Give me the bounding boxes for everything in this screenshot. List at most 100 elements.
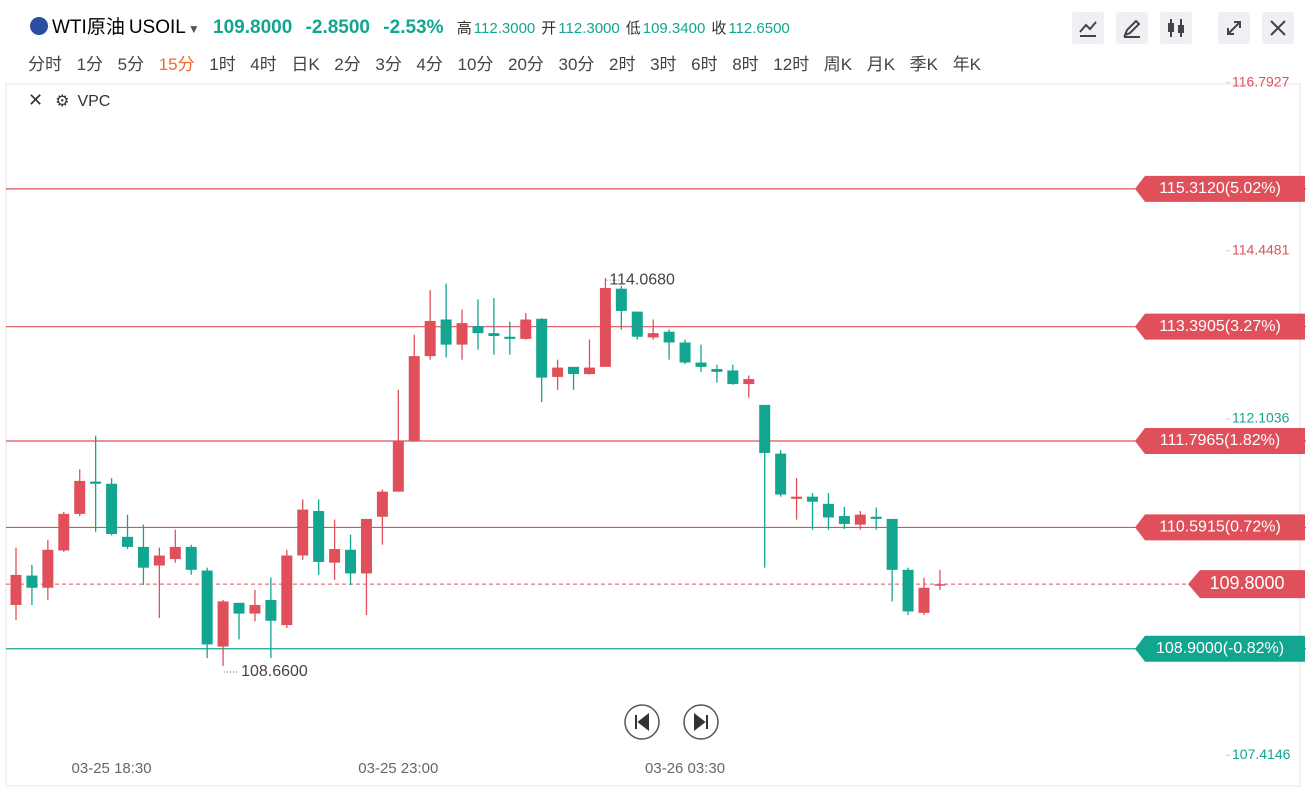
- fullscreen[interactable]: [1218, 12, 1250, 44]
- candle-body: [711, 369, 723, 372]
- dropdown-icon[interactable]: ▼: [187, 22, 200, 36]
- timeframe[interactable]: 月K: [866, 55, 896, 74]
- timeframe[interactable]: 年K: [952, 55, 981, 74]
- candle-body: [807, 496, 818, 502]
- timeframe[interactable]: 1分: [76, 55, 104, 74]
- candle-body: [679, 342, 691, 363]
- candle-body: [870, 516, 882, 519]
- candle-body: [695, 362, 707, 367]
- stat-value: 112.6500: [728, 20, 790, 37]
- candle-body: [743, 379, 755, 385]
- candle-body: [265, 599, 277, 621]
- stat-value: 112.3000: [473, 20, 536, 37]
- header: WTI原油 USOIL ▼ 109.8000 -2.8500 -2.53% 高 112…: [0, 0, 1306, 110]
- candle-body: [599, 287, 611, 367]
- draw-tool[interactable]: [1116, 12, 1148, 44]
- timeframe[interactable]: 30分: [558, 55, 595, 74]
- candle-body: [536, 318, 548, 378]
- timeframe[interactable]: 1时: [209, 55, 236, 74]
- timeframe[interactable]: 2时: [609, 55, 636, 74]
- x-tick-label: 03-26 03:30: [645, 760, 725, 777]
- x-tick-label: 03-25 18:30: [72, 760, 152, 777]
- x-tick-label: 03-25 23:00: [358, 760, 438, 777]
- timeframe[interactable]: 周K: [823, 55, 853, 74]
- candle-body: [488, 333, 500, 337]
- icon: [1168, 19, 1184, 37]
- close-indicator[interactable]: ✕: [28, 90, 44, 110]
- candle-body: [408, 356, 420, 441]
- change: -2.8500: [305, 17, 371, 38]
- candle-body: [886, 518, 898, 570]
- candle-body: [376, 491, 388, 517]
- candle-body: [934, 584, 946, 586]
- timeframe[interactable]: 6时: [691, 55, 718, 74]
- candle-body: [122, 536, 134, 547]
- candle-body: [42, 549, 54, 588]
- candle-body: [775, 453, 787, 495]
- timeframe[interactable]: 20分: [508, 55, 544, 74]
- stat-label: 低: [625, 20, 641, 37]
- candle-body: [90, 481, 102, 484]
- candle-body: [233, 602, 245, 614]
- timeframe[interactable]: 5分: [117, 55, 145, 74]
- candle-body: [583, 367, 595, 375]
- candle-body: [854, 514, 866, 525]
- line-tool[interactable]: [1072, 12, 1104, 44]
- candle-body: [106, 483, 118, 534]
- candle-body: [137, 546, 149, 568]
- timeframe[interactable]: 日K: [291, 55, 320, 74]
- timeframe[interactable]: 15分: [158, 55, 195, 74]
- icon: [1079, 21, 1097, 37]
- last-price-tag: [1188, 570, 1305, 599]
- logo: [30, 17, 48, 35]
- candle-body: [520, 319, 532, 339]
- timeframe[interactable]: 8时: [732, 55, 759, 74]
- timeframe[interactable]: 分时: [28, 55, 62, 74]
- candle-body: [552, 367, 564, 377]
- stat-value: 109.3400: [642, 20, 706, 37]
- candle-body: [472, 325, 484, 334]
- candle-body: [201, 570, 213, 645]
- candle-body: [345, 549, 357, 574]
- price-tag: [1135, 427, 1305, 454]
- close[interactable]: [1262, 12, 1294, 44]
- y-tick-label: 114.4481: [1232, 242, 1290, 258]
- price-tag: [1135, 313, 1305, 340]
- timeframe[interactable]: 12时: [773, 55, 810, 74]
- candle-body: [329, 549, 341, 563]
- candle-body: [647, 333, 659, 338]
- candle-body: [902, 569, 914, 612]
- price-line-label: 113.3905(3.27%): [1159, 318, 1281, 335]
- nav-buttons[interactable]: [624, 704, 719, 740]
- stat-label: 收: [711, 20, 727, 37]
- timeframe[interactable]: 10分: [457, 55, 494, 74]
- low-annotation: 108.6600: [241, 663, 308, 680]
- timeframe[interactable]: 季K: [909, 55, 939, 74]
- icon: [1227, 21, 1241, 35]
- indicator-bar: ✕ ⚙ VPC: [28, 90, 110, 111]
- candle-body: [822, 503, 834, 518]
- price: 109.8000: [213, 17, 293, 38]
- symbol[interactable]: USOIL: [128, 17, 186, 38]
- candle-body: [838, 516, 850, 524]
- price-line-label: 110.5915(0.72%): [1159, 519, 1281, 536]
- candle-body: [10, 574, 22, 605]
- stat-label: 高: [456, 20, 472, 37]
- timeframe[interactable]: 2分: [334, 55, 361, 74]
- price-line-label: 108.9000(-0.82%): [1156, 640, 1284, 657]
- candle-tool[interactable]: [1160, 12, 1192, 44]
- candle-body: [456, 323, 468, 345]
- candle-body: [249, 604, 261, 614]
- candle-body: [169, 546, 181, 560]
- settings-icon[interactable]: ⚙: [55, 93, 70, 110]
- price-tag: [1135, 175, 1305, 202]
- timeframe[interactable]: 4分: [416, 55, 443, 74]
- indicator-name: VPC: [77, 93, 111, 110]
- price-line-label: 111.7965(1.82%): [1160, 432, 1280, 449]
- timeframe[interactable]: 3分: [375, 55, 402, 74]
- icon: [1123, 19, 1141, 38]
- timeframe[interactable]: 3时: [650, 55, 677, 74]
- timeframe[interactable]: 4时: [250, 55, 277, 74]
